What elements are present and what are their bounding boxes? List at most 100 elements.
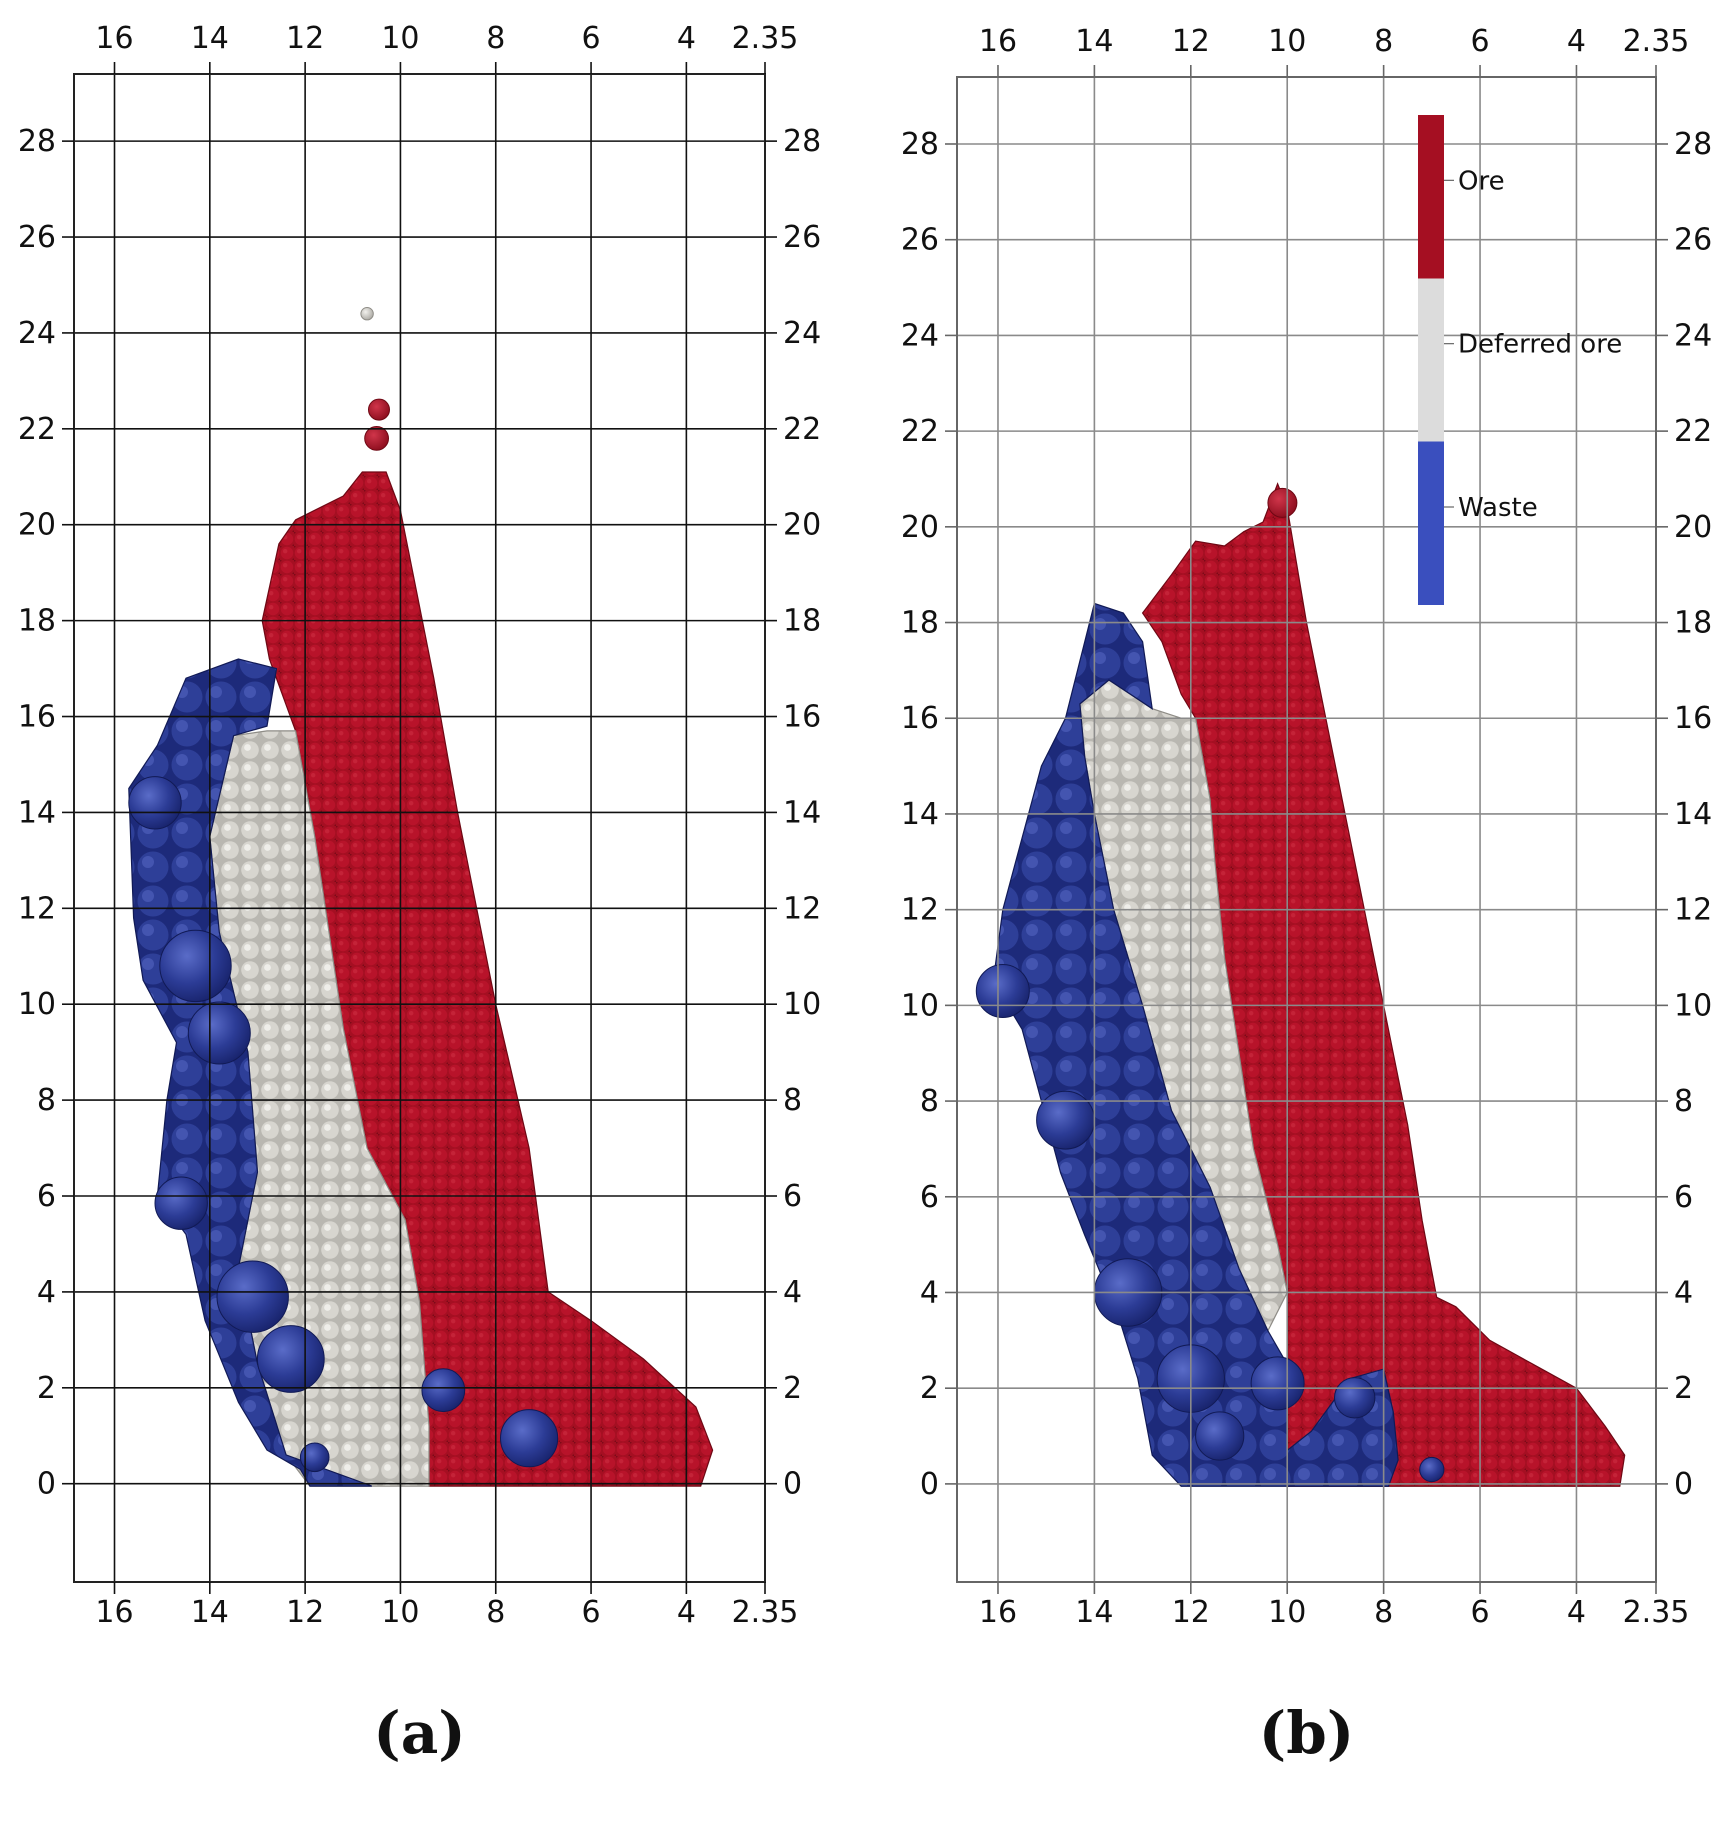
x-tick-label-top-2.35: 2.35 bbox=[732, 21, 799, 56]
particle-waste-4 bbox=[216, 1260, 289, 1333]
y-tick-label-right-24: 24 bbox=[1674, 318, 1712, 353]
x-tick-label-top-4: 4 bbox=[677, 21, 696, 56]
y-tick-label-right-6: 6 bbox=[783, 1179, 802, 1214]
y-tick-label-left-12: 12 bbox=[901, 893, 939, 928]
y-tick-label-left-2: 2 bbox=[37, 1371, 56, 1406]
y-tick-label-left-2: 2 bbox=[920, 1371, 939, 1406]
x-tick-label-top-4: 4 bbox=[1567, 24, 1586, 59]
x-tick-label-bottom-16: 16 bbox=[979, 1595, 1017, 1630]
y-tick-label-right-14: 14 bbox=[1674, 797, 1712, 832]
particle-waste-5 bbox=[1195, 1411, 1245, 1461]
x-tick-label-bottom-8: 8 bbox=[486, 1595, 505, 1630]
particle-waste-0 bbox=[128, 776, 182, 830]
x-tick-label-bottom-12: 12 bbox=[286, 1595, 324, 1630]
particle-waste-1 bbox=[1036, 1090, 1095, 1150]
panel-label-b: (b) bbox=[1259, 1699, 1354, 1767]
y-tick-label-right-16: 16 bbox=[1674, 701, 1712, 736]
x-tick-label-top-16: 16 bbox=[979, 24, 1017, 59]
x-tick-label-top-12: 12 bbox=[286, 21, 324, 56]
y-tick-label-left-24: 24 bbox=[18, 316, 56, 351]
legend-colorbar bbox=[1418, 115, 1444, 605]
particle-waste-7 bbox=[499, 1409, 559, 1468]
x-tick-label-bottom-14: 14 bbox=[1075, 1595, 1113, 1630]
y-tick-label-left-6: 6 bbox=[920, 1180, 939, 1215]
x-tick-label-bottom-6: 6 bbox=[582, 1595, 601, 1630]
y-tick-label-right-10: 10 bbox=[783, 987, 821, 1022]
particle-ore-8 bbox=[1267, 487, 1298, 518]
y-tick-label-left-12: 12 bbox=[18, 891, 56, 926]
panel-label-a: (a) bbox=[373, 1699, 465, 1767]
x-tick-label-bottom-4: 4 bbox=[677, 1595, 696, 1630]
y-tick-label-right-10: 10 bbox=[1674, 988, 1712, 1023]
y-tick-label-right-4: 4 bbox=[783, 1275, 802, 1310]
particle-waste-6 bbox=[1334, 1377, 1376, 1419]
y-tick-label-left-20: 20 bbox=[901, 510, 939, 545]
y-tick-label-right-2: 2 bbox=[783, 1371, 802, 1406]
y-tick-label-right-8: 8 bbox=[783, 1083, 802, 1118]
y-tick-label-right-28: 28 bbox=[1674, 127, 1712, 162]
x-tick-label-bottom-8: 8 bbox=[1374, 1595, 1393, 1630]
particle-waste-0 bbox=[975, 964, 1030, 1018]
y-tick-label-right-22: 22 bbox=[1674, 414, 1712, 449]
x-tick-label-top-14: 14 bbox=[1075, 24, 1113, 59]
y-tick-label-left-28: 28 bbox=[901, 127, 939, 162]
y-tick-label-left-14: 14 bbox=[901, 797, 939, 832]
y-tick-label-right-18: 18 bbox=[783, 604, 821, 639]
y-tick-label-left-20: 20 bbox=[18, 508, 56, 543]
x-tick-label-bottom-14: 14 bbox=[191, 1595, 229, 1630]
x-tick-label-bottom-10: 10 bbox=[381, 1595, 419, 1630]
y-tick-label-left-26: 26 bbox=[901, 223, 939, 258]
x-tick-label-top-14: 14 bbox=[191, 21, 229, 56]
particle-waste-3 bbox=[154, 1176, 208, 1230]
x-tick-label-bottom-2.35: 2.35 bbox=[1623, 1595, 1690, 1630]
x-tick-label-bottom-6: 6 bbox=[1470, 1595, 1489, 1630]
y-tick-label-left-26: 26 bbox=[18, 220, 56, 255]
y-tick-label-left-4: 4 bbox=[920, 1275, 939, 1310]
particle-ore-11 bbox=[364, 426, 390, 451]
y-tick-label-right-12: 12 bbox=[1674, 893, 1712, 928]
x-tick-label-bottom-2.35: 2.35 bbox=[732, 1595, 799, 1630]
legend-label-ore: Ore bbox=[1458, 166, 1505, 196]
plot-frame bbox=[73, 73, 766, 1583]
x-tick-label-top-16: 16 bbox=[95, 21, 133, 56]
y-tick-label-left-0: 0 bbox=[37, 1467, 56, 1502]
y-tick-label-left-16: 16 bbox=[18, 700, 56, 735]
legend-label-deferred-ore: Deferred ore bbox=[1458, 330, 1622, 360]
y-tick-label-right-20: 20 bbox=[783, 508, 821, 543]
y-tick-label-right-6: 6 bbox=[1674, 1180, 1693, 1215]
particle-waste-8 bbox=[299, 1442, 330, 1473]
particle-ore-10 bbox=[368, 398, 390, 421]
x-tick-label-bottom-16: 16 bbox=[95, 1595, 133, 1630]
y-tick-label-right-26: 26 bbox=[783, 220, 821, 255]
legend-label-waste: Waste bbox=[1458, 493, 1538, 523]
particle-waste-1 bbox=[159, 929, 232, 1003]
y-tick-label-right-20: 20 bbox=[1674, 510, 1712, 545]
y-tick-label-left-22: 22 bbox=[18, 412, 56, 447]
y-tick-label-right-12: 12 bbox=[783, 891, 821, 926]
y-tick-label-right-2: 2 bbox=[1674, 1371, 1693, 1406]
x-tick-label-top-8: 8 bbox=[1374, 24, 1393, 59]
y-tick-label-left-0: 0 bbox=[920, 1467, 939, 1502]
y-tick-label-right-22: 22 bbox=[783, 412, 821, 447]
y-tick-label-right-18: 18 bbox=[1674, 606, 1712, 641]
y-tick-label-right-0: 0 bbox=[1674, 1467, 1693, 1502]
region-waste-2 bbox=[128, 658, 373, 1487]
y-tick-label-left-16: 16 bbox=[901, 701, 939, 736]
x-tick-label-bottom-4: 4 bbox=[1567, 1595, 1586, 1630]
x-tick-label-top-12: 12 bbox=[1172, 24, 1210, 59]
x-tick-label-top-8: 8 bbox=[486, 21, 505, 56]
y-tick-label-left-22: 22 bbox=[901, 414, 939, 449]
y-tick-label-left-18: 18 bbox=[18, 604, 56, 639]
y-tick-label-right-16: 16 bbox=[783, 700, 821, 735]
legend: Ore Deferred ore Waste bbox=[1418, 115, 1622, 605]
plot-frame bbox=[956, 76, 1657, 1583]
y-tick-label-left-8: 8 bbox=[37, 1083, 56, 1118]
particle-deferred-ore-9 bbox=[360, 307, 374, 321]
y-tick-label-left-10: 10 bbox=[901, 988, 939, 1023]
y-tick-label-left-4: 4 bbox=[37, 1275, 56, 1310]
y-tick-label-right-28: 28 bbox=[783, 124, 821, 159]
particle-waste-6 bbox=[421, 1368, 466, 1413]
